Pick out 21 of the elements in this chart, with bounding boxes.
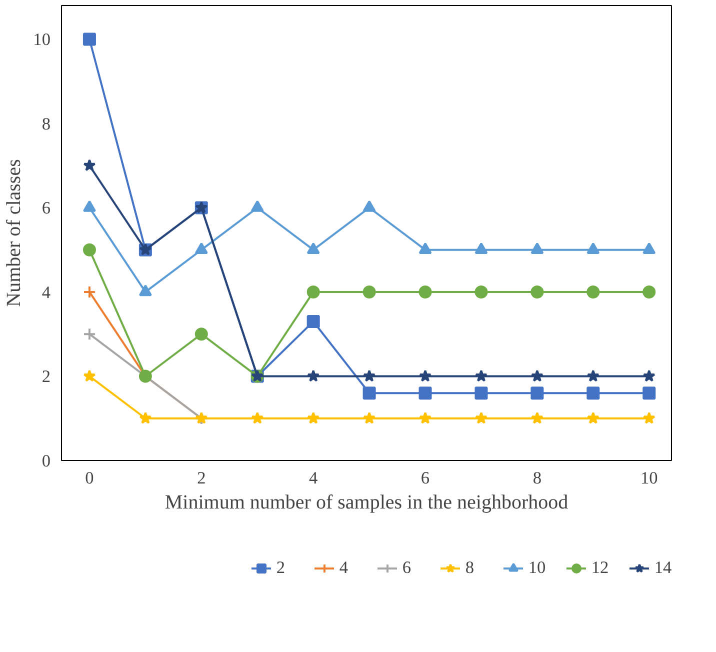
y-tick-label: 2 bbox=[42, 367, 51, 386]
y-axis-title: Number of classes bbox=[3, 158, 26, 307]
y-tick-label: 8 bbox=[42, 114, 51, 134]
legend-label: 2 bbox=[276, 558, 286, 578]
x-tick-label: 10 bbox=[640, 468, 658, 488]
x-tick-label: 6 bbox=[420, 468, 430, 488]
legend-label: 12 bbox=[591, 558, 610, 578]
y-tick-label: 10 bbox=[33, 30, 50, 50]
legend-label: 4 bbox=[339, 558, 349, 578]
x-tick-label: 8 bbox=[532, 468, 542, 488]
x-axis-title: Minimum number of samples in the neighborhood bbox=[164, 492, 568, 514]
legend-label: 8 bbox=[465, 558, 475, 578]
y-tick-label: 0 bbox=[42, 452, 51, 470]
legend-label: 14 bbox=[654, 558, 673, 578]
y-tick-label: 6 bbox=[42, 198, 51, 218]
x-tick-label: 4 bbox=[309, 468, 318, 488]
x-tick-label: 2 bbox=[197, 468, 206, 488]
legend-label: 10 bbox=[528, 558, 547, 578]
legend-label: 6 bbox=[402, 558, 412, 578]
x-tick-label: 0 bbox=[85, 468, 94, 488]
y-tick-label: 4 bbox=[42, 282, 51, 302]
